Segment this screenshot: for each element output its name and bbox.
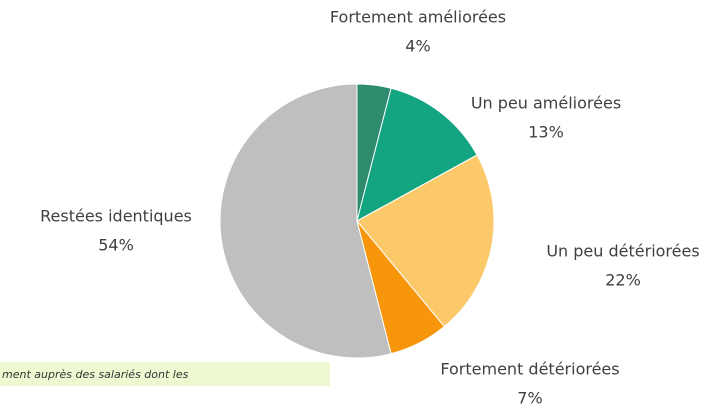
- slice-value: 13%: [528, 123, 564, 142]
- pie-slice: [356, 87, 478, 222]
- pie-slice: [356, 154, 495, 328]
- slice-label: Fortement détériorées: [440, 360, 619, 379]
- slice-value: 7%: [517, 389, 542, 408]
- slice-label: Un peu améliorées: [471, 94, 621, 113]
- note-box: [0, 362, 330, 386]
- slice-label: Fortement améliorées: [330, 8, 506, 27]
- slice-value: 22%: [605, 271, 641, 290]
- note: ment auprès des salariés dont les: [2, 368, 189, 381]
- slice-label: Un peu détériorées: [546, 242, 699, 261]
- slice-label: Restées identiques: [40, 207, 192, 226]
- slice-value: 54%: [98, 236, 134, 255]
- pie-slice: [219, 83, 392, 359]
- slice-value: 4%: [405, 37, 430, 56]
